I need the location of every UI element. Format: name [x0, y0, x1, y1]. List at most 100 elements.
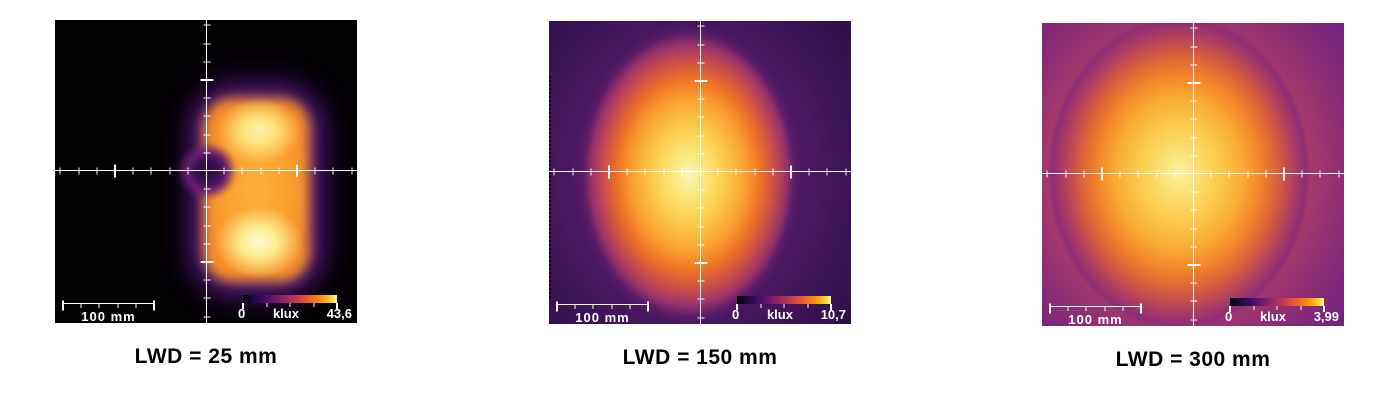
- x-axis-tick: [187, 167, 189, 174]
- scale-bar-tick: [1085, 306, 1087, 311]
- scale-bar-tick: [1122, 306, 1124, 311]
- y-axis-tick: [1190, 282, 1197, 284]
- y-axis-tick: [203, 24, 210, 26]
- colorbar-min-label: 0: [238, 306, 246, 321]
- x-axis-tick: [1338, 170, 1340, 177]
- y-axis-tick: [203, 243, 210, 245]
- scale-bar-tick: [647, 301, 649, 312]
- y-axis-tick: [203, 97, 210, 99]
- colorbar-tick: [1276, 306, 1278, 310]
- colorbar-min-label: 0: [732, 307, 740, 322]
- colorbar-tick: [830, 304, 832, 310]
- y-axis-tick: [203, 297, 210, 299]
- x-axis-tick: [1156, 170, 1158, 177]
- y-axis-tick: [203, 188, 210, 190]
- y-axis-tick: [1190, 319, 1197, 321]
- x-axis-tick: [590, 168, 592, 175]
- scale-bar-tick: [135, 303, 137, 308]
- x-axis-tick: [845, 168, 847, 175]
- x-axis-tick: [681, 168, 683, 175]
- y-axis: [200, 20, 213, 323]
- y-axis-tick: [1190, 27, 1197, 29]
- colorbar-labels: 0 klux 3,99: [1225, 310, 1339, 323]
- scale-bar-label: 100 mm: [575, 310, 630, 324]
- colorbar-unit-label: klux: [1259, 309, 1286, 324]
- x-axis-tick: [644, 168, 646, 175]
- y-axis-tick: [697, 226, 704, 228]
- x-axis-tick: [1046, 170, 1048, 177]
- x-axis-tick: [59, 167, 61, 174]
- x-axis-tick: [169, 167, 171, 174]
- panel-lwd-25: 100 mm 0 klux 43,6 LWD = 25 mm: [55, 20, 357, 368]
- x-axis-tick: [1319, 170, 1321, 177]
- colorbar-tick: [336, 303, 338, 309]
- y-axis-tick: [1190, 209, 1197, 211]
- x-axis-tick: [114, 164, 116, 177]
- y-axis-tick: [203, 206, 210, 208]
- colorbar-tick: [807, 304, 808, 308]
- scale-bar-tick: [1104, 306, 1106, 311]
- x-axis-tick: [314, 167, 316, 174]
- x-axis-tick: [132, 167, 134, 174]
- x-axis-tick: [717, 168, 719, 175]
- x-axis-tick: [78, 167, 80, 174]
- colorbar-tick: [783, 304, 785, 308]
- colorbar-tick: [1323, 306, 1325, 312]
- y-axis-tick: [697, 44, 704, 46]
- heatmap-lwd-300: 100 mm 0 klux 3,99: [1042, 23, 1344, 326]
- y-axis-tick: [203, 316, 210, 318]
- scale-bar: 100 mm: [62, 299, 155, 323]
- x-axis-tick: [296, 164, 298, 177]
- x-axis-tick: [150, 167, 152, 174]
- panel-caption: LWD = 150 mm: [622, 346, 778, 369]
- scale-bar-tick: [629, 304, 631, 309]
- colorbar-unit-label: klux: [272, 306, 299, 321]
- colorbar-tick: [1253, 306, 1254, 310]
- y-axis-tick: [697, 280, 704, 282]
- y-axis-tick: [697, 62, 704, 64]
- y-axis-tick: [203, 115, 210, 117]
- colorbar-tick: [242, 303, 244, 309]
- scale-bar-tick: [556, 301, 558, 312]
- x-axis-tick: [826, 168, 828, 175]
- scale-bar-tick: [62, 300, 64, 311]
- y-axis-tick: [697, 207, 704, 209]
- colorbar-labels: 0 klux 10,7: [732, 308, 846, 321]
- x-axis-tick: [1265, 170, 1267, 177]
- y-axis-tick: [697, 116, 704, 118]
- y-axis-tick: [203, 43, 210, 45]
- scale-bar-tick: [592, 304, 594, 309]
- y-axis-tick: [697, 135, 704, 137]
- y-axis-tick: [203, 152, 210, 154]
- y-axis-tick: [1190, 137, 1197, 139]
- y-axis-tick: [1190, 118, 1197, 120]
- colorbar-max-label: 10,7: [820, 307, 846, 322]
- x-axis-tick: [1301, 170, 1303, 177]
- colorbar: [1229, 298, 1325, 312]
- scale-bar-tick: [98, 303, 100, 308]
- x-axis-tick: [351, 167, 353, 174]
- panel-lwd-150: 100 mm 0 klux 10,7 LWD = 150 mm: [549, 21, 851, 369]
- y-axis-tick: [694, 262, 707, 264]
- y-axis-tick: [1190, 300, 1197, 302]
- y-axis-tick: [1190, 64, 1197, 66]
- heatmap-lwd-25: 100 mm 0 klux 43,6: [55, 20, 357, 323]
- colorbar: [736, 296, 832, 310]
- y-axis-tick: [1190, 191, 1197, 193]
- panel-caption: LWD = 25 mm: [134, 345, 278, 368]
- colorbar-tick: [313, 303, 314, 307]
- y-axis-tick: [1190, 246, 1197, 248]
- x-axis-tick: [96, 167, 98, 174]
- colorbar-max-label: 43,6: [326, 306, 352, 321]
- x-axis-tick: [1174, 170, 1176, 177]
- y-axis-tick: [200, 261, 213, 263]
- scale-bar-tick: [153, 300, 155, 311]
- scale-bar-tick: [117, 303, 119, 308]
- x-axis-tick: [626, 168, 628, 175]
- y-axis-tick: [694, 80, 707, 82]
- x-axis-tick: [608, 165, 610, 178]
- x-axis-tick: [572, 168, 574, 175]
- x-axis-tick: [332, 167, 334, 174]
- colorbar-tick: [736, 304, 738, 310]
- panel-lwd-300: 100 mm 0 klux 3,99 LWD = 300 mm: [1042, 23, 1344, 371]
